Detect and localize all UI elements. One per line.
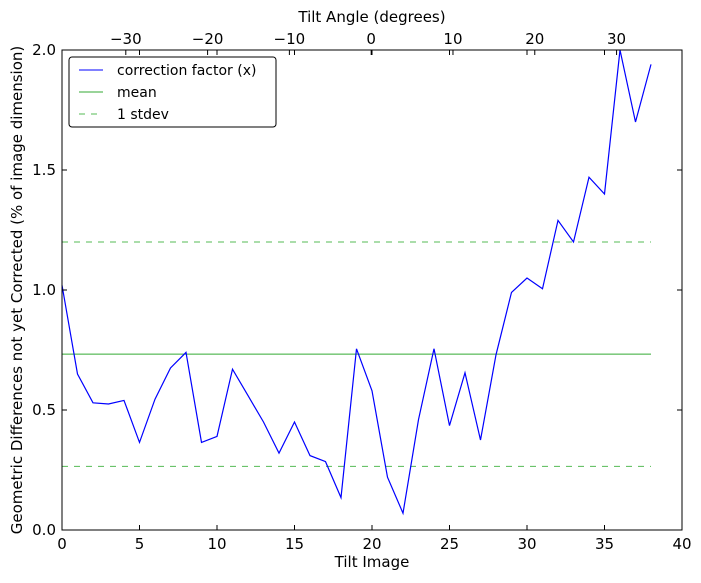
x-tick-label: 15 [285, 535, 304, 553]
x-tick-label: 30 [517, 535, 536, 553]
top-x-tick-label: 0 [366, 30, 376, 48]
legend-label-stdev: 1 stdev [117, 107, 169, 123]
top-x-tick-label: 10 [443, 30, 462, 48]
x-tick-label: 40 [672, 535, 691, 553]
x-axis-label: Tilt Image [334, 553, 410, 571]
top-x-tick-label: −30 [110, 30, 142, 48]
top-x-axis-label: Tilt Angle (degrees) [297, 8, 445, 26]
y-tick-label: 0.0 [32, 521, 56, 539]
x-tick-label: 5 [135, 535, 145, 553]
y-tick-label: 1.0 [32, 281, 56, 299]
y-tick-label: 1.5 [32, 161, 56, 179]
top-x-tick-label: −20 [192, 30, 224, 48]
legend: correction factor (x) mean 1 stdev [69, 57, 276, 127]
y-tick-label: 0.5 [32, 401, 56, 419]
top-x-tick-label: 20 [525, 30, 544, 48]
x-tick-label: 25 [440, 535, 459, 553]
legend-label-correction: correction factor (x) [117, 63, 256, 79]
legend-label-mean: mean [117, 85, 157, 101]
x-tick-label: 10 [207, 535, 226, 553]
x-tick-label: 20 [362, 535, 381, 553]
y-tick-label: 2.0 [32, 41, 56, 59]
top-x-tick-label: 30 [607, 30, 626, 48]
y-axis-label: Geometric Differences not yet Corrected … [8, 46, 26, 535]
top-x-tick-label: −10 [274, 30, 306, 48]
x-tick-label: 35 [595, 535, 614, 553]
x-tick-label: 0 [57, 535, 67, 553]
